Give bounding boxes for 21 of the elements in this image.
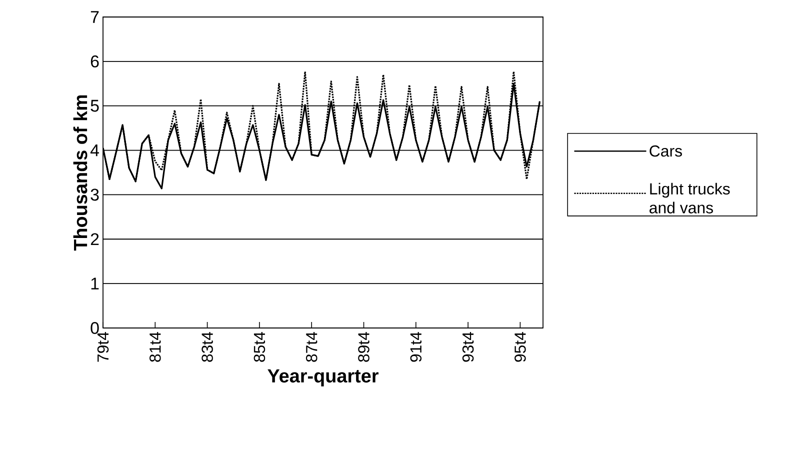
x-tick-label: 87t4 xyxy=(306,332,318,362)
x-axis-title: Year-quarter xyxy=(268,369,378,386)
y-tick-label: 3 xyxy=(90,188,99,201)
y-tick-label: 7 xyxy=(90,11,99,23)
x-tick-label: 95t4 xyxy=(514,332,526,362)
x-tick-label: 85t4 xyxy=(254,332,266,362)
x-tick-label: 81t4 xyxy=(150,332,161,362)
y-tick-label: 0 xyxy=(90,322,99,334)
y-tick-label: 1 xyxy=(91,278,99,290)
x-tick-label: 93t4 xyxy=(462,332,474,362)
y-tick-label: 2 xyxy=(90,233,99,246)
legend-label: Light trucks and vans xyxy=(650,182,730,214)
legend-label: Cars xyxy=(650,145,682,157)
x-tick-label: 83t4 xyxy=(202,332,213,362)
x-tick-label: 91t4 xyxy=(410,332,422,362)
y-tick-label: 5 xyxy=(90,100,99,112)
y-tick-label: 6 xyxy=(90,55,99,68)
y-tick-label: 4 xyxy=(90,144,99,156)
y-axis-title: Thousands of km xyxy=(73,95,88,251)
x-tick-label: 89t4 xyxy=(358,332,370,362)
x-tick-label: 79t4 xyxy=(97,332,109,362)
